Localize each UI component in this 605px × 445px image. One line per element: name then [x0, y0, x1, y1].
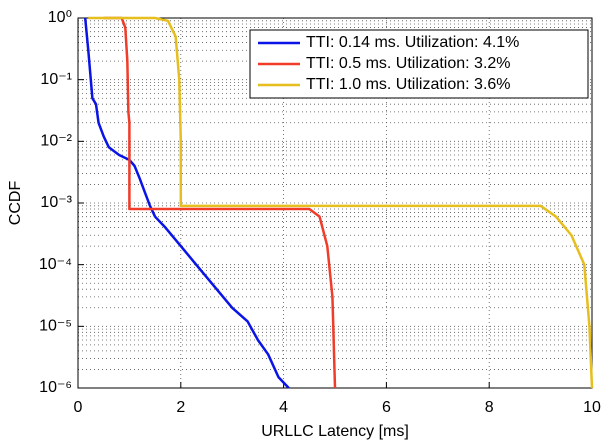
- x-axis-label: URLLC Latency [ms]: [261, 423, 409, 440]
- x-tick-label: 6: [382, 399, 391, 416]
- x-tick-label: 10: [583, 399, 601, 416]
- y-tick-label: 10⁻²: [40, 133, 72, 150]
- y-tick-label: 10⁻⁶: [39, 379, 72, 396]
- y-tick-label: 10⁰: [48, 9, 72, 26]
- y-tick-label: 10⁻⁴: [39, 256, 72, 273]
- x-tick-label: 4: [279, 399, 288, 416]
- legend-label: TTI: 0.5 ms. Utilization: 3.2%: [306, 55, 511, 72]
- y-tick-label: 10⁻⁵: [39, 318, 72, 335]
- y-tick-label: 10⁻³: [40, 194, 72, 211]
- x-tick-label: 0: [74, 399, 83, 416]
- y-tick-label: 10⁻¹: [40, 71, 72, 88]
- series-line: [103, 16, 337, 389]
- legend-box: [249, 29, 589, 99]
- series-line: [83, 17, 290, 389]
- series-line: [88, 16, 594, 389]
- x-tick-label: 2: [176, 399, 185, 416]
- y-axis-label: CCDF: [7, 181, 24, 226]
- legend-label: TTI: 0.14 ms. Utilization: 4.1%: [306, 34, 519, 51]
- legend-label: TTI: 1.0 ms. Utilization: 3.6%: [306, 76, 511, 93]
- x-tick-label: 8: [485, 399, 494, 416]
